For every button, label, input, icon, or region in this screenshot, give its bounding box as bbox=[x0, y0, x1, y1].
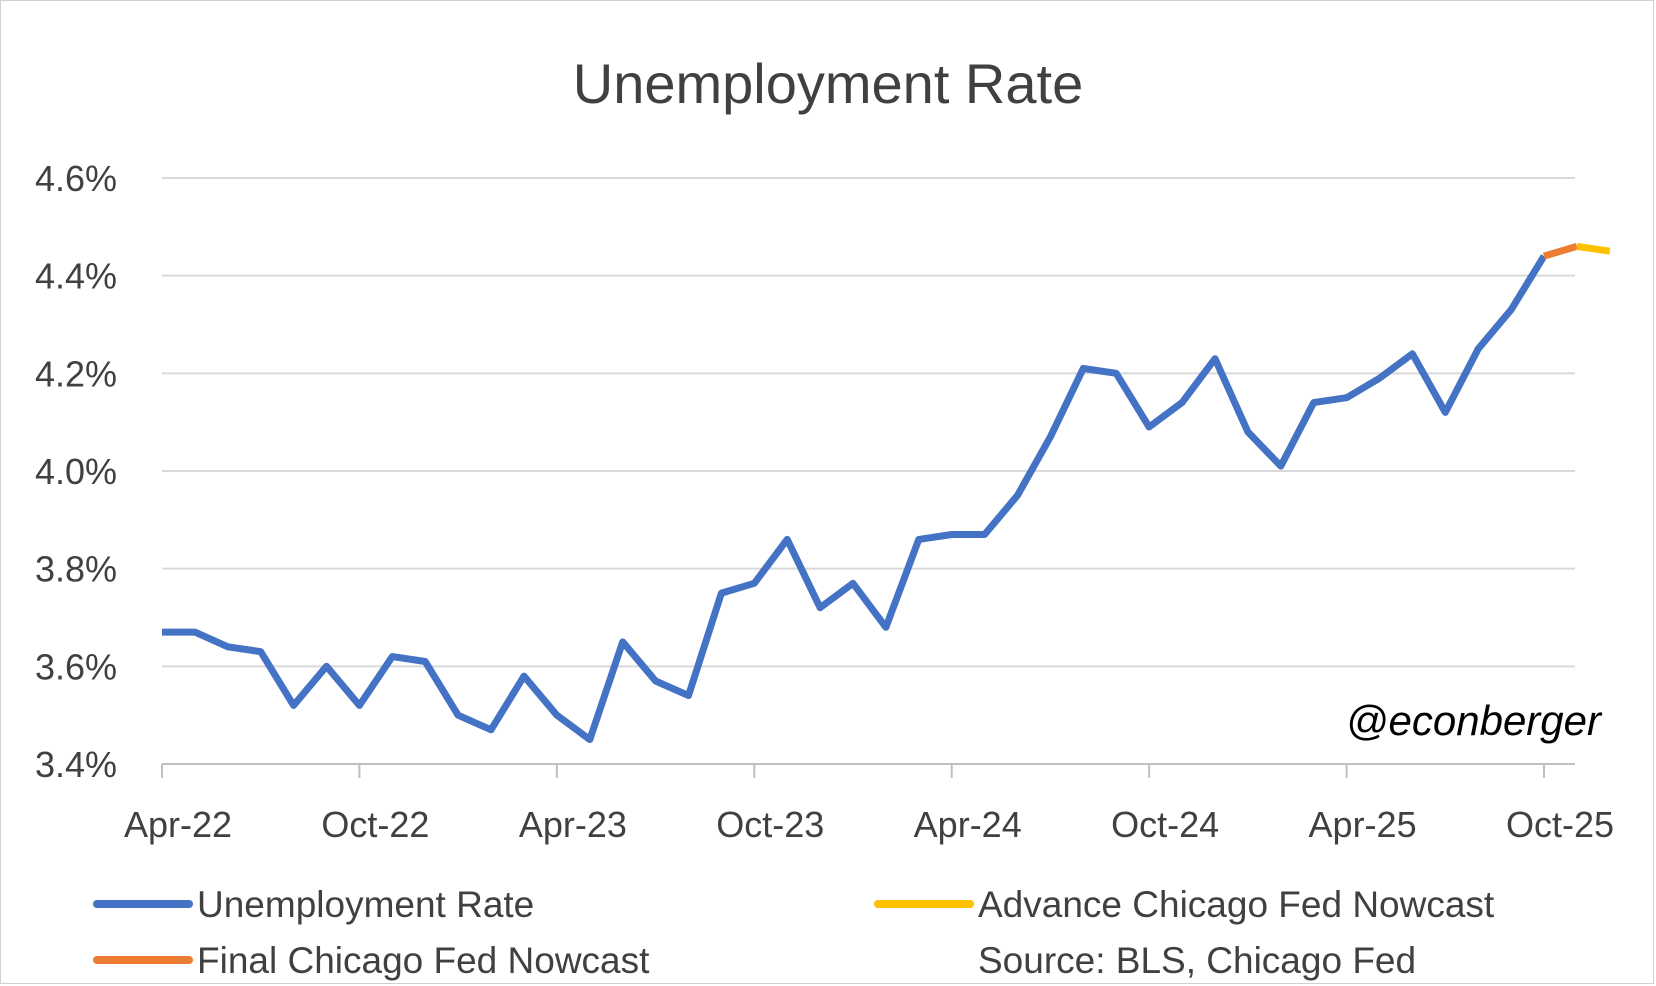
x-tick-label: Oct-24 bbox=[1111, 804, 1219, 845]
y-tick-label: 3.4% bbox=[35, 744, 117, 785]
series-line-advance-chicago-fed-nowcast bbox=[1576, 242, 1611, 255]
x-axis: Apr-22 Oct-22 Apr-23 Oct-23 Apr-24 Oct-24 Apr-… bbox=[124, 763, 1614, 845]
x-tick-label: Oct-22 bbox=[321, 804, 429, 845]
credit-watermark: @econberger bbox=[1346, 697, 1603, 744]
y-tick-label: 3.6% bbox=[35, 646, 117, 687]
y-axis: 3.4% 3.6% 3.8% 4.0% 4.2% 4.4% 4.6% bbox=[35, 158, 117, 785]
x-tick-label: Apr-23 bbox=[519, 804, 627, 845]
legend-entry: Unemployment Rate bbox=[93, 884, 534, 925]
x-tick-label: Oct-25 bbox=[1506, 804, 1614, 845]
y-tick-label: 4.6% bbox=[35, 158, 117, 199]
chart-title: Unemployment Rate bbox=[573, 52, 1083, 115]
y-tick-label: 4.4% bbox=[35, 256, 117, 297]
legend: Unemployment Rate Advance Chicago Fed Now… bbox=[93, 884, 1495, 981]
x-tick-label: Apr-25 bbox=[1309, 804, 1417, 845]
x-tick-label: Apr-24 bbox=[914, 804, 1022, 845]
x-tick-label: Apr-22 bbox=[124, 804, 232, 845]
legend-entry: Final Chicago Fed Nowcast bbox=[93, 940, 650, 981]
series-line-final-chicago-fed-nowcast bbox=[1543, 243, 1578, 260]
series-line-unemployment-rate bbox=[162, 254, 1547, 744]
legend-entry: Advance Chicago Fed Nowcast bbox=[874, 884, 1495, 925]
legend-label: Unemployment Rate bbox=[197, 884, 534, 925]
grid-lines bbox=[162, 177, 1575, 668]
legend-label: Advance Chicago Fed Nowcast bbox=[978, 884, 1495, 925]
legend-label: Final Chicago Fed Nowcast bbox=[197, 940, 650, 981]
y-tick-label: 3.8% bbox=[35, 549, 117, 590]
y-tick-label: 4.0% bbox=[35, 451, 117, 492]
y-tick-label: 4.2% bbox=[35, 353, 117, 394]
series-lines bbox=[162, 242, 1611, 744]
x-tick-label: Oct-23 bbox=[716, 804, 824, 845]
source-note: Source: BLS, Chicago Fed bbox=[978, 940, 1416, 981]
